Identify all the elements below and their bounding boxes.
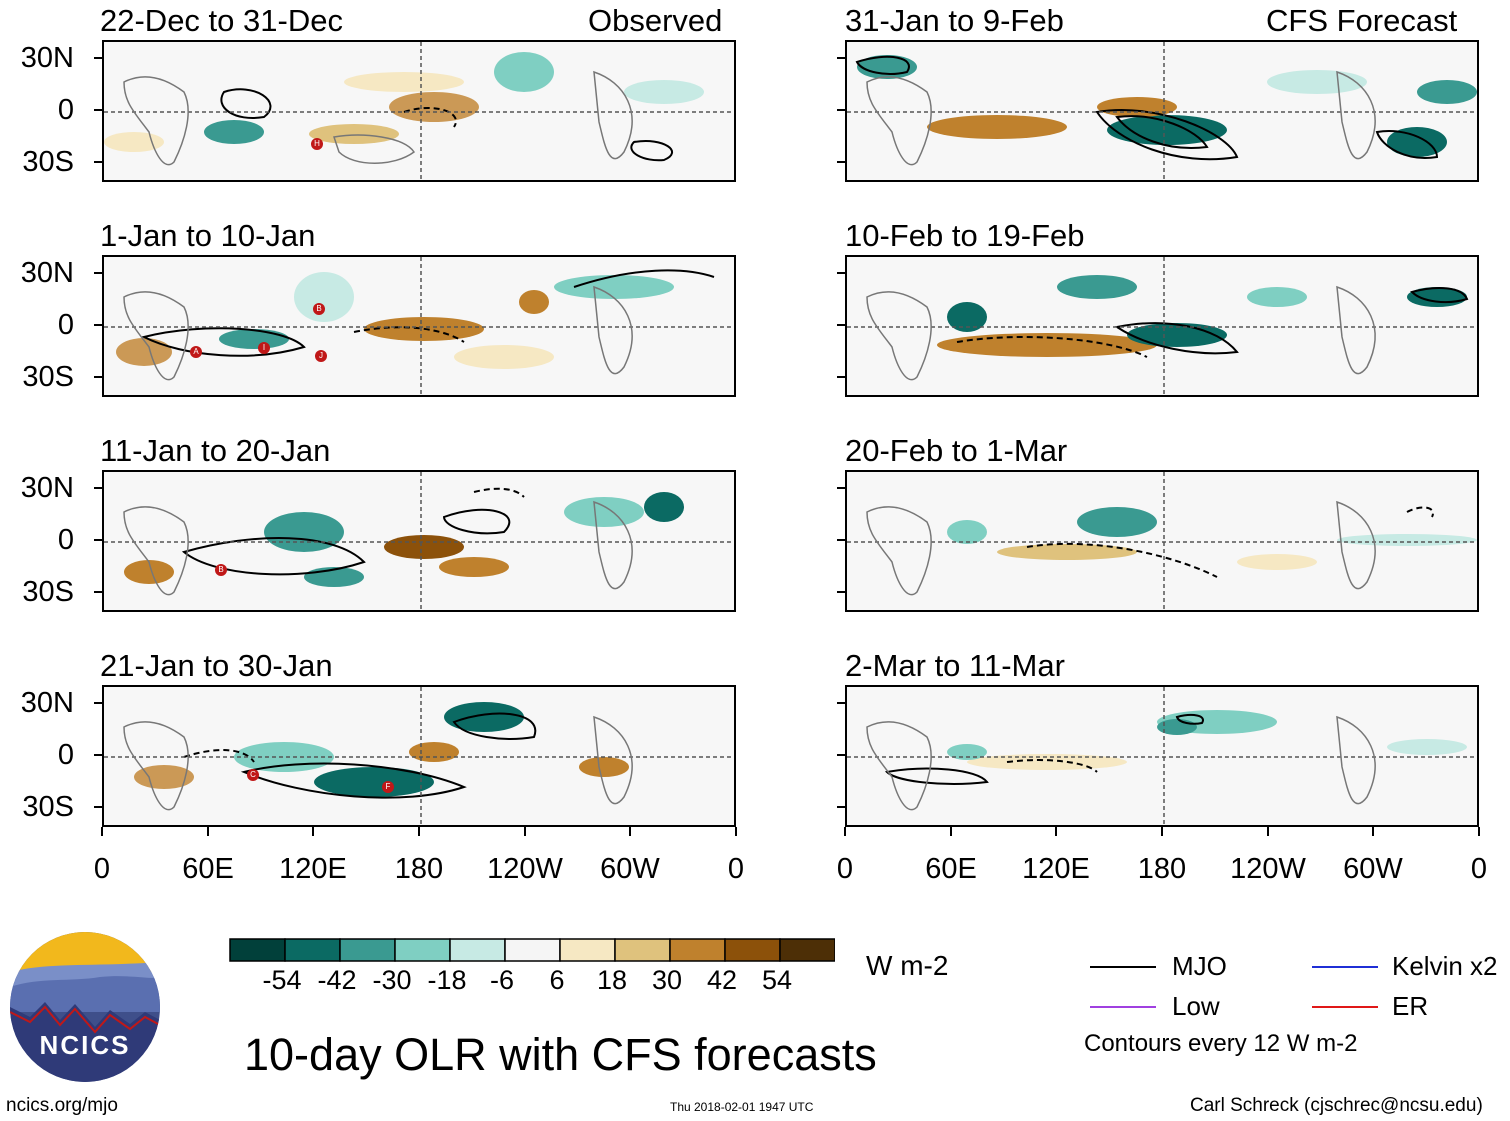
lat-label: 0 — [57, 524, 74, 556]
olr-map — [845, 255, 1479, 397]
colorbar-swatches — [229, 938, 835, 962]
lon-label: 60W — [1343, 853, 1403, 885]
storm-marker: J — [315, 350, 327, 362]
olr-map: A I B J — [102, 255, 736, 397]
lon-label: 0 — [93, 853, 111, 885]
legend-note: Contours every 12 W m-2 — [1084, 1030, 1358, 1057]
olr-map — [845, 470, 1479, 612]
ncics-logo: NCICS — [10, 932, 160, 1082]
lat-label: 30N — [20, 472, 74, 504]
colorbar-label: -42 — [317, 965, 357, 995]
lon-label: 60E — [182, 853, 234, 885]
legend-label: MJO — [1172, 951, 1227, 981]
lon-label: 120E — [279, 853, 347, 885]
olr-map — [845, 685, 1479, 827]
lat-label: 30S — [22, 146, 74, 178]
storm-marker: F — [382, 781, 394, 793]
colorbar-swatch — [559, 938, 616, 962]
lat-label: 0 — [57, 94, 74, 126]
colorbar-label: -6 — [489, 965, 514, 995]
lon-label: 0 — [727, 853, 745, 885]
lon-label: 120E — [1022, 853, 1090, 885]
colorbar-label: 18 — [596, 965, 628, 995]
lon-label: 120W — [1230, 853, 1306, 885]
olr-map: C F — [102, 685, 736, 827]
colorbar-swatch — [394, 938, 451, 962]
lat-label: 30N — [20, 42, 74, 74]
lon-label: 0 — [1470, 853, 1488, 885]
legend-label: Low — [1172, 991, 1220, 1021]
colorbar-swatch — [779, 938, 835, 962]
legend-label: ER — [1392, 991, 1429, 1021]
storm-marker: B — [215, 564, 227, 576]
panel-title: 1-Jan to 10-Jan — [100, 218, 316, 253]
panel-tag: CFS Forecast — [1266, 3, 1458, 38]
colorbar-label: -30 — [372, 965, 412, 995]
panel-title: 22-Dec to 31-Dec — [100, 3, 343, 38]
colorbar-swatch — [284, 938, 341, 962]
legend-swatch-low — [1090, 1006, 1156, 1008]
lon-label: 0 — [836, 853, 854, 885]
colorbar-label: -18 — [427, 965, 467, 995]
olr-map: B — [102, 470, 736, 612]
lat-label: 0 — [57, 309, 74, 341]
panel-title: 20-Feb to 1-Mar — [845, 433, 1068, 468]
colorbar-swatch — [724, 938, 781, 962]
lon-label: 180 — [394, 853, 444, 885]
colorbar-units: W m-2 — [866, 950, 949, 981]
lon-label: 120W — [487, 853, 563, 885]
panel-title: 31-Jan to 9-Feb — [845, 3, 1064, 38]
panel-title: 10-Feb to 19-Feb — [845, 218, 1085, 253]
legend-swatch-kelvin — [1312, 966, 1378, 968]
footer-url[interactable]: ncics.org/mjo — [6, 1095, 118, 1116]
olr-map — [845, 40, 1479, 182]
legend-label: Kelvin x2 — [1392, 951, 1498, 981]
lon-label: 60W — [600, 853, 660, 885]
lon-label: 60E — [925, 853, 977, 885]
colorbar-label: 54 — [761, 965, 793, 995]
panel-title: 2-Mar to 11-Mar — [845, 648, 1065, 683]
colorbar-label: 42 — [706, 965, 738, 995]
colorbar-swatch — [504, 938, 561, 962]
storm-marker: C — [247, 769, 259, 781]
lat-label: 30N — [20, 257, 74, 289]
storm-marker: I — [258, 342, 270, 354]
lat-label: 30S — [22, 361, 74, 393]
colorbar-swatch — [669, 938, 726, 962]
colorbar-swatch — [339, 938, 396, 962]
colorbar-swatch — [449, 938, 506, 962]
colorbar-swatch — [614, 938, 671, 962]
legend-swatch-mjo — [1090, 966, 1156, 968]
panel-tag: Observed — [588, 3, 723, 38]
olr-map: H — [102, 40, 736, 182]
colorbar-label: 6 — [549, 965, 565, 995]
figure-title: 10-day OLR with CFS forecasts — [244, 1029, 877, 1080]
storm-marker: B — [313, 303, 325, 315]
storm-marker: A — [190, 346, 202, 358]
legend-swatch-er — [1312, 1006, 1378, 1008]
panel-title: 21-Jan to 30-Jan — [100, 648, 333, 683]
colorbar-label: -54 — [262, 965, 302, 995]
footer-timestamp: Thu 2018-02-01 1947 UTC — [670, 1100, 814, 1114]
lon-label: 180 — [1137, 853, 1187, 885]
logo-text: NCICS — [39, 1030, 131, 1060]
lat-label: 30N — [20, 687, 74, 719]
footer-author: Carl Schreck (cjschrec@ncsu.edu) — [1190, 1095, 1483, 1116]
colorbar-swatch — [229, 938, 286, 962]
storm-marker: H — [311, 138, 323, 150]
lat-label: 30S — [22, 791, 74, 823]
colorbar-label: 30 — [651, 965, 683, 995]
lat-label: 0 — [57, 739, 74, 771]
panel-title: 11-Jan to 20-Jan — [100, 433, 331, 468]
lat-label: 30S — [22, 576, 74, 608]
